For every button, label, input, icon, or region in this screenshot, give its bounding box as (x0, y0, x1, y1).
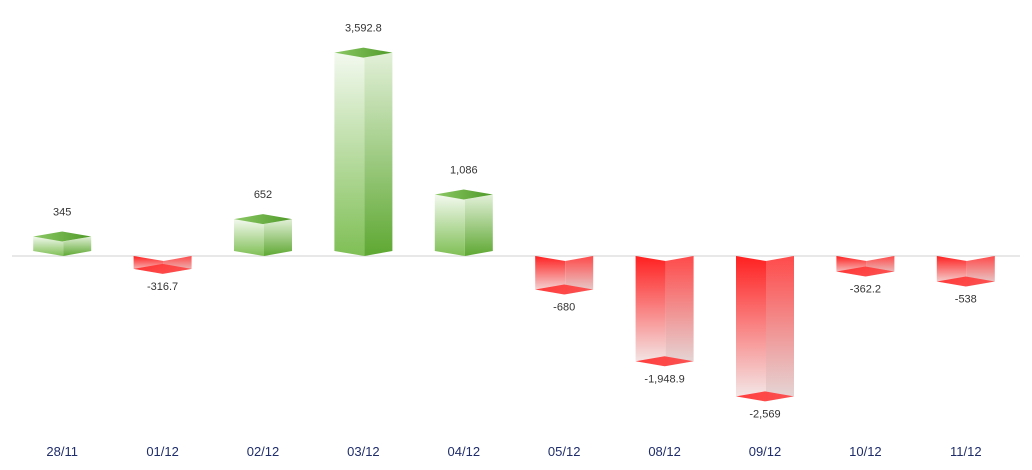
bar-side-face (264, 219, 292, 256)
bar-bottom-face (635, 356, 694, 367)
category-label: 02/12 (247, 444, 280, 459)
category-label: 08/12 (648, 444, 681, 459)
category-label: 01/12 (146, 444, 179, 459)
category-label: 28/11 (46, 444, 78, 459)
value-label: -362.2 (850, 284, 881, 296)
bar-front-face (234, 219, 264, 256)
bar-front-face (736, 256, 766, 402)
value-label: -2,569 (749, 408, 780, 420)
bar-bottom-face (133, 263, 192, 274)
bar-01-12 (133, 256, 192, 274)
bar-top-face (234, 214, 292, 225)
value-label: 3,592.8 (345, 23, 382, 35)
bar-front-face (434, 194, 465, 256)
bar-bottom-face (736, 391, 794, 402)
bar-28-11 (33, 231, 92, 256)
category-label: 03/12 (347, 444, 380, 459)
category-label: 10/12 (849, 444, 882, 459)
value-label: -538 (955, 293, 977, 305)
category-label: 09/12 (749, 444, 782, 459)
bars-group (33, 47, 995, 402)
value-label: 1,086 (450, 165, 478, 177)
value-label: -680 (553, 301, 575, 313)
bar-top-face (434, 189, 493, 200)
bar-front-face (635, 256, 666, 367)
value-label: -316.7 (147, 281, 178, 293)
bar-08-12 (635, 256, 694, 367)
bar-bottom-face (836, 266, 895, 277)
bar-05-12 (535, 256, 594, 295)
value-label: -1,948.9 (644, 373, 684, 385)
category-labels-group: 28/11 01/12 02/12 03/12 04/12 05/12 08/12 09/12… (46, 444, 981, 459)
bar-02-12 (234, 214, 292, 256)
bar-03-12 (334, 47, 393, 256)
category-label: 04/12 (448, 444, 481, 459)
value-label: 345 (53, 206, 71, 218)
bar-side-face (464, 194, 493, 256)
bar-bottom-face (535, 284, 594, 295)
bar-front-face (33, 236, 64, 256)
bar-top-face (334, 47, 393, 58)
bar-side-face (364, 52, 393, 256)
bar-side-face (766, 256, 794, 402)
category-label: 05/12 (548, 444, 581, 459)
bar-bottom-face (936, 276, 995, 287)
bar-side-face (63, 236, 92, 256)
value-label: 652 (254, 189, 272, 201)
bar-11-12 (936, 256, 995, 287)
bar-10-12 (836, 256, 895, 277)
bar-09-12 (736, 256, 794, 402)
bar-side-face (565, 256, 594, 295)
bar-side-face (665, 256, 694, 367)
bar-top-face (33, 231, 92, 242)
bar-04-12 (434, 189, 493, 256)
bar-front-face (334, 52, 365, 256)
category-label: 11/12 (950, 444, 982, 459)
bar-front-face (535, 256, 566, 295)
value-labels-group: 345 -316.7 652 3,592.8 1,086 -680 -1,948.9 -2,5… (53, 23, 977, 421)
